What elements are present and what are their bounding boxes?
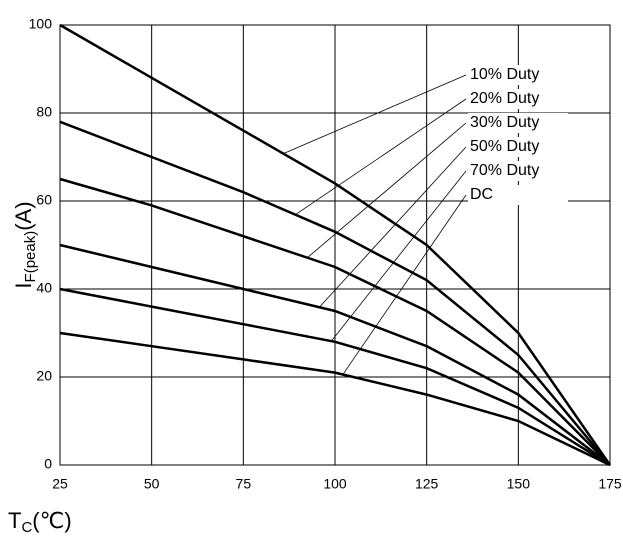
x-axis-title: TC(℃)	[8, 508, 72, 536]
y-axis-title-part: I	[11, 282, 36, 288]
y-tick-label: 0	[44, 456, 52, 472]
y-axis-title-part: F(peak)	[22, 231, 39, 283]
y-tick-label: 40	[36, 280, 52, 296]
y-tick-label: 80	[36, 104, 52, 120]
legend-label: DC	[470, 186, 493, 203]
data-line	[59, 243, 611, 466]
leader-line	[283, 74, 467, 155]
y-axis-title-part: (A)	[11, 201, 36, 230]
data-line	[59, 177, 611, 466]
x-axis-title-part: C	[21, 519, 32, 536]
x-axis-title-part: (℃)	[32, 508, 71, 533]
x-axis-title-part: T	[8, 508, 21, 533]
leader-line	[343, 194, 467, 375]
x-tick-label: 150	[507, 476, 531, 492]
y-tick-label: 20	[36, 368, 52, 384]
x-tick-label: 50	[144, 476, 160, 492]
data-line	[59, 287, 611, 467]
data-line	[59, 331, 611, 467]
leader-line	[307, 122, 467, 259]
legend-label: 50% Duty	[470, 138, 539, 155]
x-tick-label: 100	[323, 476, 347, 492]
x-tick-label: 125	[415, 476, 439, 492]
y-tick-label: 60	[36, 192, 52, 208]
y-tick-label: 100	[29, 16, 53, 32]
leader-line	[331, 170, 467, 342]
legend-bg	[468, 65, 568, 85]
x-tick-label: 25	[52, 476, 68, 492]
x-tick-label: 175	[598, 476, 622, 492]
leader-line	[319, 146, 467, 308]
data-line	[59, 120, 611, 466]
legend-bg	[468, 185, 568, 205]
legend-bg	[468, 89, 568, 109]
y-axis-title: IF(peak)(A)	[11, 201, 39, 288]
legend-bg	[468, 161, 568, 181]
legend-label: 20% Duty	[470, 90, 539, 107]
legend-label: 10% Duty	[470, 66, 539, 83]
legend-bg	[468, 137, 568, 157]
legend-label: 30% Duty	[470, 114, 539, 131]
data-line	[59, 23, 612, 466]
legend-label: 70% Duty	[470, 162, 539, 179]
legend-bg	[468, 113, 568, 133]
x-tick-label: 75	[236, 476, 252, 492]
leader-line	[295, 98, 467, 215]
